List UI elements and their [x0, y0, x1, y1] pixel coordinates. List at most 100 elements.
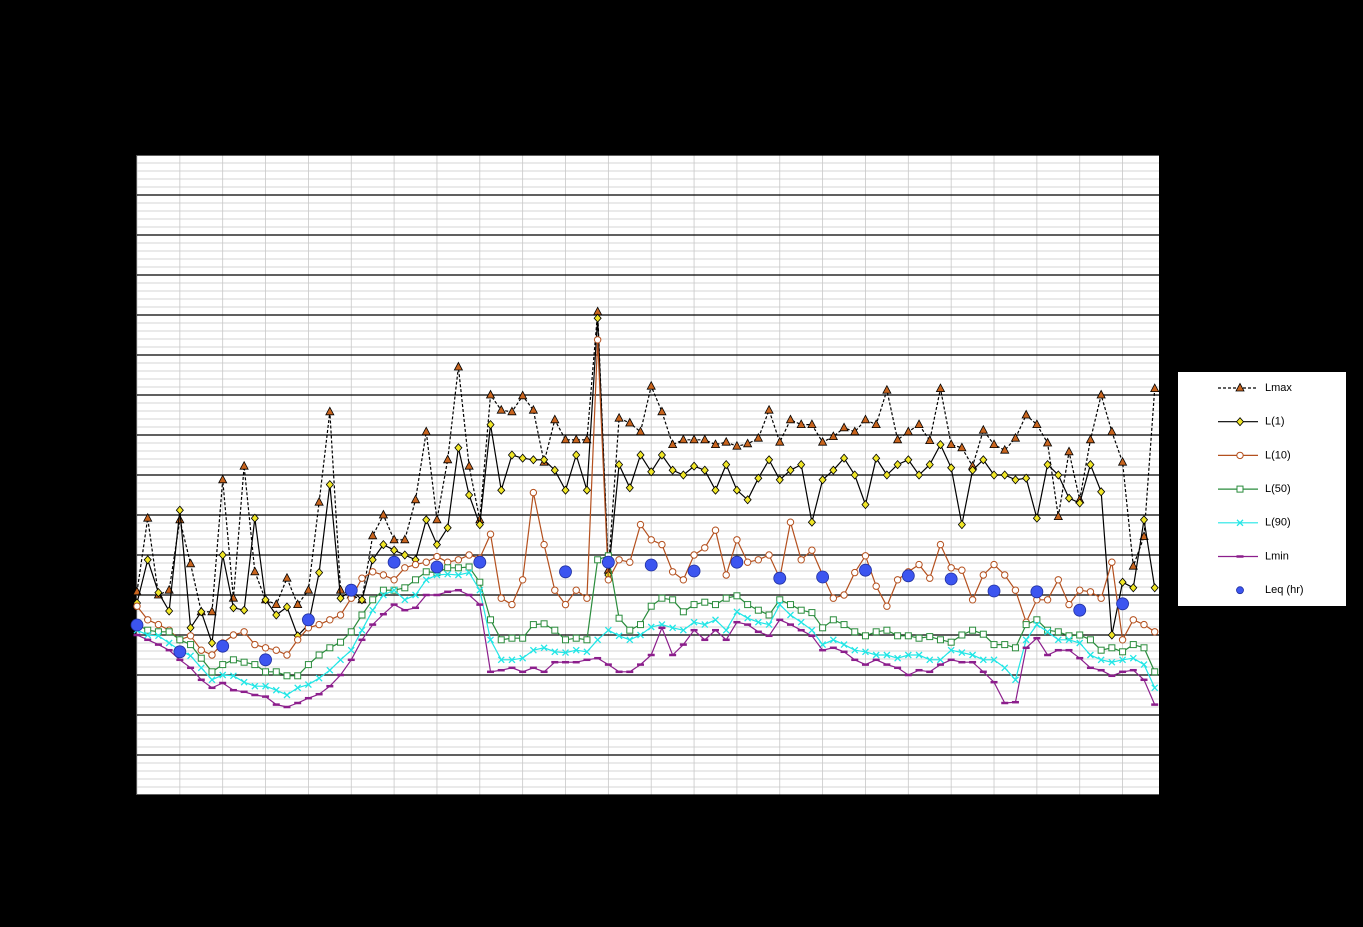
marker	[154, 587, 163, 598]
marker	[668, 568, 677, 576]
marker	[958, 566, 966, 574]
marker	[390, 586, 398, 594]
marker	[293, 636, 302, 644]
marker	[732, 440, 742, 450]
marker	[347, 646, 355, 654]
marker	[904, 651, 912, 659]
marker	[732, 485, 741, 495]
marker	[690, 461, 699, 471]
marker	[272, 668, 280, 676]
marker	[551, 626, 559, 634]
marker	[485, 389, 496, 399]
marker	[1116, 597, 1129, 611]
marker	[743, 558, 752, 566]
marker	[487, 616, 495, 624]
marker	[872, 628, 880, 636]
marker	[722, 594, 730, 602]
marker	[143, 555, 152, 565]
marker	[819, 624, 827, 632]
marker	[197, 664, 205, 672]
marker	[551, 586, 559, 594]
marker	[861, 499, 870, 510]
marker	[604, 626, 612, 634]
marker	[658, 540, 666, 549]
marker	[700, 434, 710, 444]
marker	[915, 634, 923, 642]
marker	[859, 563, 872, 577]
marker	[561, 600, 570, 609]
marker	[293, 599, 303, 608]
marker	[1043, 596, 1052, 604]
marker	[882, 470, 891, 480]
marker	[454, 564, 462, 572]
marker	[379, 591, 387, 599]
marker	[808, 546, 816, 554]
marker	[315, 620, 323, 629]
marker	[208, 651, 216, 659]
marker	[529, 488, 538, 497]
marker	[1065, 632, 1073, 640]
marker	[958, 649, 966, 657]
marker	[325, 406, 335, 416]
marker	[776, 596, 784, 604]
marker	[486, 419, 495, 430]
marker	[250, 566, 260, 576]
marker	[302, 613, 315, 627]
marker	[807, 517, 816, 527]
marker	[892, 434, 903, 444]
marker	[282, 602, 292, 612]
marker	[733, 608, 741, 616]
marker	[572, 634, 580, 642]
marker	[636, 450, 645, 460]
marker	[261, 595, 270, 605]
marker	[175, 514, 185, 524]
marker	[283, 672, 291, 680]
marker	[550, 414, 560, 424]
marker	[337, 638, 345, 646]
legend-marker	[1236, 451, 1244, 460]
marker	[926, 656, 934, 664]
marker	[551, 648, 559, 656]
marker	[358, 574, 366, 582]
marker	[186, 623, 195, 633]
marker	[817, 436, 828, 446]
marker	[326, 616, 334, 624]
marker	[626, 626, 634, 634]
marker	[411, 560, 420, 569]
marker	[1065, 636, 1073, 644]
marker	[914, 419, 924, 428]
marker	[754, 606, 762, 614]
marker	[829, 594, 838, 602]
marker	[668, 465, 677, 475]
marker	[1108, 644, 1116, 652]
marker	[572, 646, 580, 654]
marker	[636, 520, 645, 529]
marker	[422, 568, 430, 576]
marker	[378, 509, 389, 519]
marker	[336, 611, 345, 619]
marker	[1022, 473, 1031, 483]
marker	[946, 439, 956, 448]
marker	[979, 656, 987, 664]
marker	[625, 483, 634, 493]
marker	[1097, 656, 1105, 664]
marker	[144, 626, 152, 634]
marker	[1044, 628, 1052, 636]
marker	[1075, 498, 1084, 508]
marker	[604, 576, 613, 584]
marker	[229, 672, 237, 680]
marker	[679, 470, 688, 480]
marker	[829, 636, 837, 644]
marker	[936, 656, 944, 664]
marker	[430, 560, 444, 574]
marker	[733, 536, 741, 544]
marker	[1021, 409, 1031, 419]
marker	[615, 459, 624, 470]
marker	[454, 443, 463, 453]
marker	[1054, 628, 1062, 636]
legend-label: Lmin	[1265, 550, 1289, 562]
marker	[1032, 419, 1042, 428]
marker	[304, 661, 312, 669]
marker	[454, 571, 462, 579]
marker	[473, 555, 487, 569]
